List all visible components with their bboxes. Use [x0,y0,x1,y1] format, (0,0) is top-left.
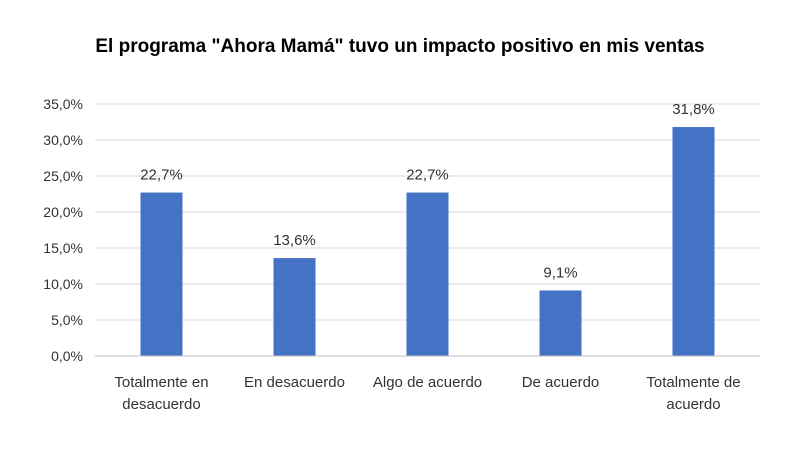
y-tick-label: 0,0% [51,348,83,364]
data-label: 22,7% [406,167,449,184]
bar [539,290,582,356]
y-tick-label: 5,0% [51,312,83,328]
y-tick-label: 35,0% [43,96,83,112]
y-tick-label: 25,0% [43,168,83,184]
data-label: 22,7% [140,167,183,184]
data-label: 13,6% [273,232,316,249]
data-label: 9,1% [543,264,577,281]
y-tick-label: 20,0% [43,204,83,220]
x-category-label: Totalmente en [114,374,208,391]
x-category-label: acuerdo [666,396,720,413]
y-tick-label: 10,0% [43,276,83,292]
data-label: 31,8% [672,101,715,118]
y-tick-label: 15,0% [43,240,83,256]
x-category-label: De acuerdo [522,374,600,391]
x-category-label: Totalmente de [646,374,740,391]
bar [140,192,183,356]
bar [672,127,715,356]
chart-title: El programa "Ahora Mamá" tuvo un impacto… [95,36,705,57]
x-category-label: desacuerdo [122,396,200,413]
x-category-label: En desacuerdo [244,374,345,391]
bar [273,258,316,356]
y-tick-label: 30,0% [43,132,83,148]
bar [406,192,449,356]
x-category-label: Algo de acuerdo [373,374,482,391]
